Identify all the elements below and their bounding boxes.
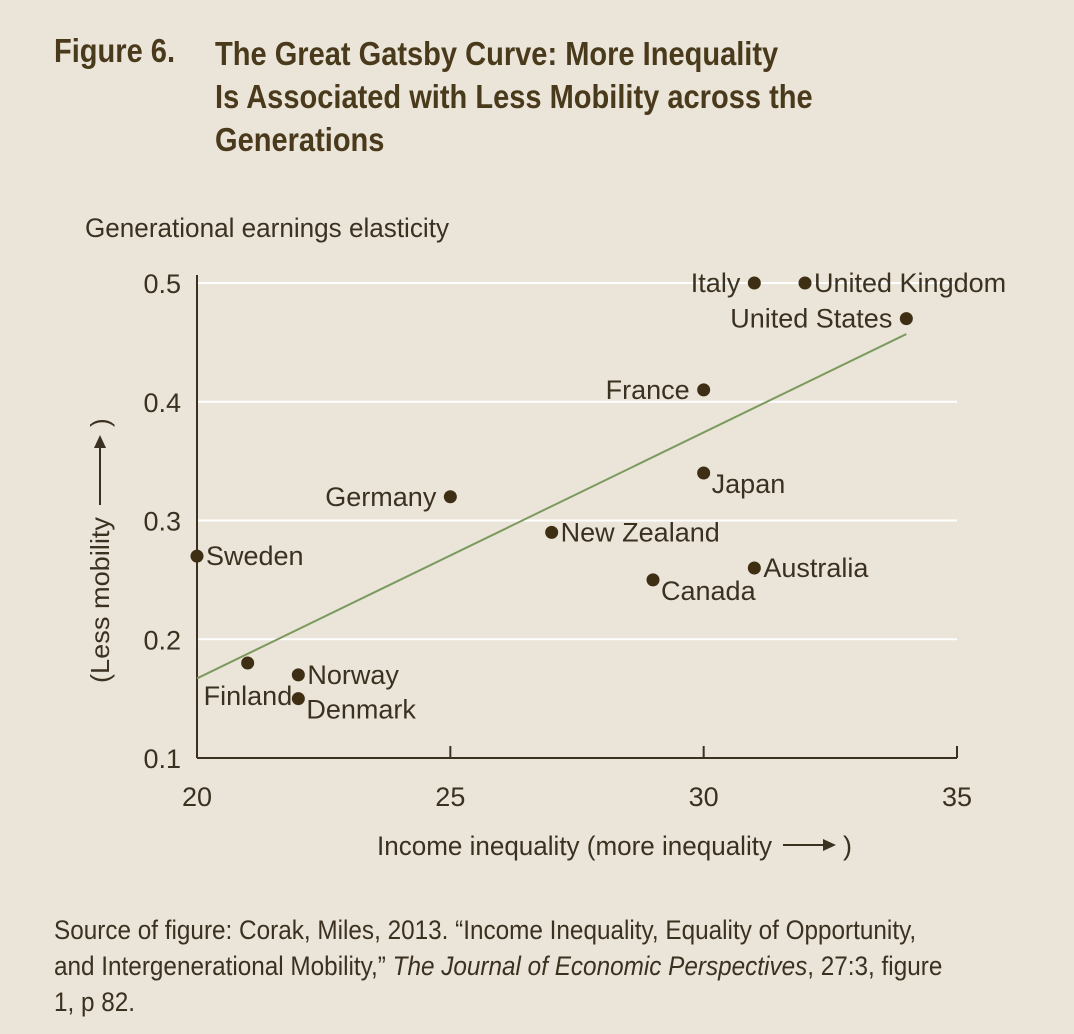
point-label: Germany <box>325 482 437 512</box>
point-label: Sweden <box>206 541 304 571</box>
data-point <box>646 573 660 587</box>
point-label: France <box>606 375 690 405</box>
x-tick-label: 30 <box>689 782 719 812</box>
data-point <box>291 668 305 682</box>
y-side-label-close: ) <box>85 418 115 427</box>
y-tick-label: 0.4 <box>143 388 181 418</box>
figure-title-line-3: Generations <box>215 121 385 158</box>
y-axis-title: Generational earnings elasticity <box>85 213 449 243</box>
source-article: and Intergenerational Mobility,” <box>54 951 386 981</box>
y-tick-label: 0.2 <box>143 625 181 655</box>
source-line-2: and Intergenerational Mobility,” The Jou… <box>54 948 942 984</box>
point-label: Australia <box>763 553 869 583</box>
point-label: Japan <box>712 469 786 499</box>
data-point <box>291 692 305 706</box>
point-label: Denmark <box>306 695 416 725</box>
point-label: Canada <box>661 576 757 606</box>
data-point <box>747 276 761 290</box>
source-journal: The Journal of Economic Perspectives <box>392 951 808 981</box>
data-point <box>697 383 711 397</box>
data-point <box>747 561 761 575</box>
source-caption: Source of figure: Corak, Miles, 2013. “I… <box>54 912 1014 1020</box>
x-tick-label: 20 <box>182 782 212 812</box>
scatter-chart: 20 25 30 35 0.1 0.2 0.3 0.4 0.5 Generational earn… <box>85 213 1006 861</box>
point-label: Italy <box>691 268 741 298</box>
figure-title: The Great Gatsby Curve: More Inequality … <box>215 32 995 161</box>
data-point <box>798 276 812 290</box>
source-line-1: Source of figure: Corak, Miles, 2013. “I… <box>54 915 917 945</box>
data-point <box>190 549 204 563</box>
x-axis-arrowhead <box>823 839 836 851</box>
figure-number: Figure 6. <box>54 32 176 69</box>
y-tick-label: 0.3 <box>143 507 181 537</box>
data-point <box>241 656 255 670</box>
y-side-label-group: (Less mobility) <box>85 418 115 683</box>
point-label: United Kingdom <box>814 268 1006 298</box>
y-tick-label: 0.1 <box>143 744 181 774</box>
y-side-label: (Less mobility <box>85 517 115 683</box>
x-tick-label: 25 <box>435 782 465 812</box>
source-volume: , 27:3, figure <box>807 951 943 981</box>
x-axis-title: Income inequality (more inequality <box>377 831 772 861</box>
point-label: New Zealand <box>561 517 720 547</box>
point-label: Finland <box>204 681 293 711</box>
x-axis-title-close: ) <box>843 831 852 861</box>
trendline <box>196 333 907 680</box>
data-point <box>697 466 711 480</box>
data-point <box>545 525 559 539</box>
y-side-arrowhead <box>94 435 106 448</box>
data-point <box>899 312 913 326</box>
point-label: Norway <box>307 660 399 690</box>
figure-title-line-1: The Great Gatsby Curve: More Inequality <box>215 35 779 72</box>
figure-title-line-2: Is Associated with Less Mobility across … <box>215 78 813 115</box>
point-label: United States <box>730 304 892 334</box>
y-tick-label: 0.5 <box>143 269 181 299</box>
data-point <box>443 490 457 504</box>
x-tick-label: 35 <box>942 782 972 812</box>
source-line-3: 1, p 82. <box>54 987 136 1017</box>
